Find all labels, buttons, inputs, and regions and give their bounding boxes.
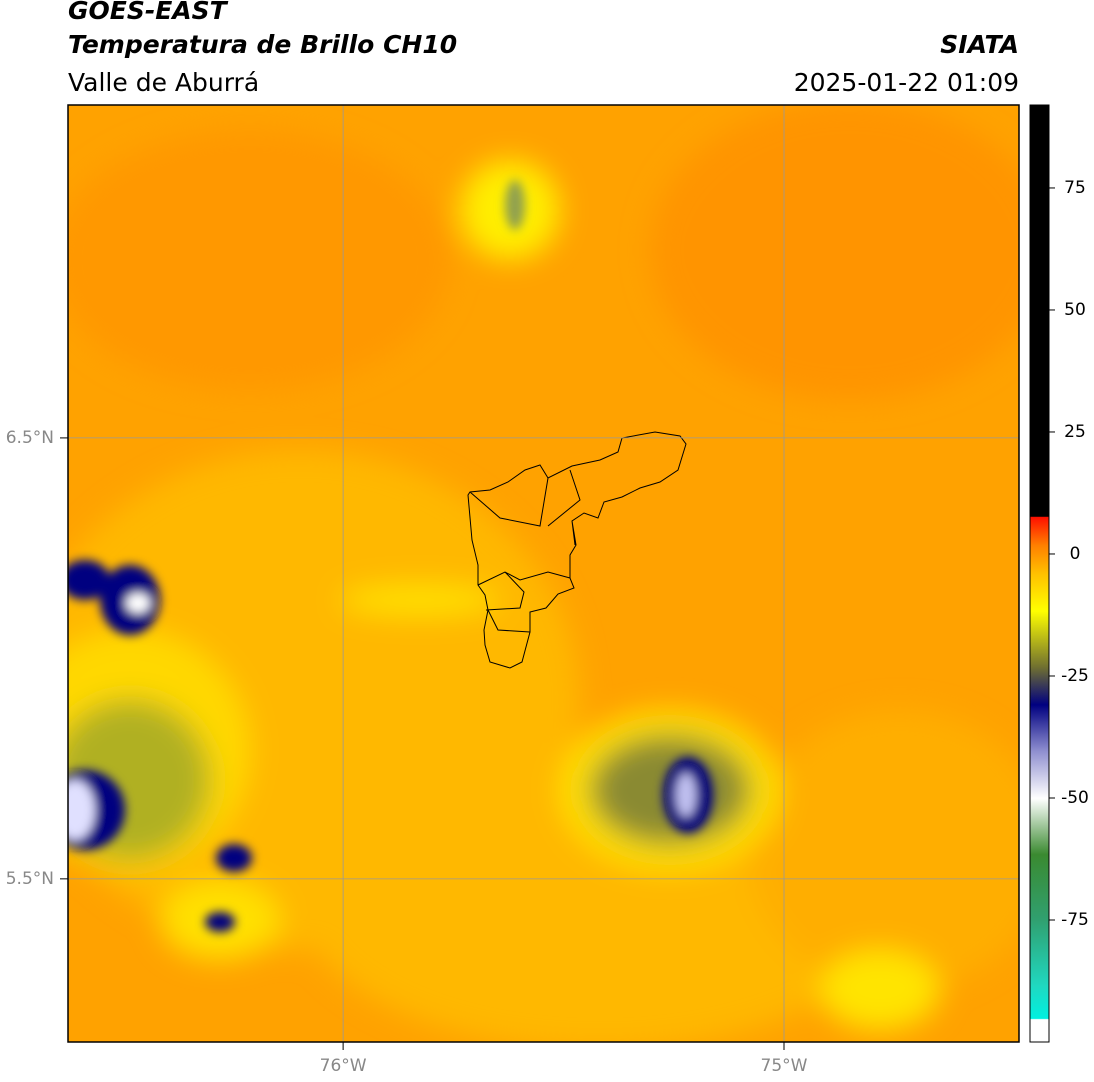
x-tick-label: 76°W xyxy=(320,1056,367,1076)
datetime: 2025-01-22 01:09 xyxy=(794,68,1019,97)
colorbar-tick-label: -25 xyxy=(1061,666,1089,686)
colorbar-tick-label: -50 xyxy=(1061,788,1089,808)
map-frame xyxy=(67,104,1020,1043)
municipal-boundaries xyxy=(467,431,687,669)
source: SIATA xyxy=(940,30,1019,59)
colorbar-tick-label: 50 xyxy=(1064,300,1086,320)
colorbar xyxy=(1029,104,1050,1043)
brightness-field xyxy=(68,105,1019,1042)
subtitle: Temperatura de Brillo CH10 xyxy=(68,30,457,59)
colorbar-tick-label: 75 xyxy=(1064,178,1086,198)
y-tick-label: 5.5°N xyxy=(6,869,54,889)
colorbar-tick-label: 25 xyxy=(1064,422,1086,442)
x-tick-label: 75°W xyxy=(761,1056,808,1076)
region: Valle de Aburrá xyxy=(68,68,259,97)
colorbar-tick-label: -75 xyxy=(1061,910,1089,930)
colorbar-tick-label: 0 xyxy=(1070,544,1081,564)
y-tick-label: 6.5°N xyxy=(6,428,54,448)
title: GOES-EAST xyxy=(68,0,229,25)
